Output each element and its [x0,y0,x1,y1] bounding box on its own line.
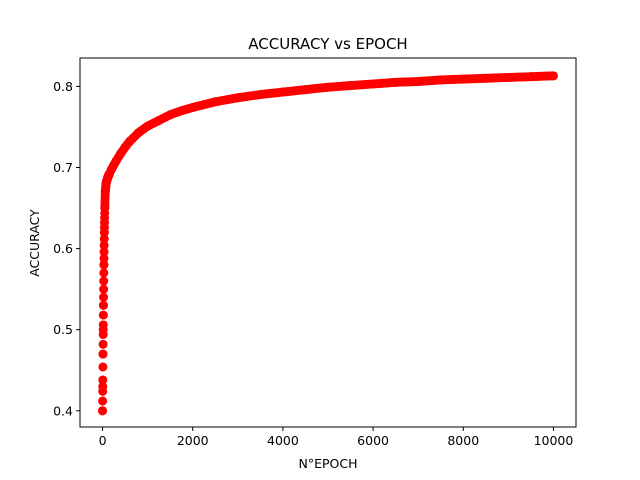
data-point [436,75,446,85]
data-point [154,115,164,125]
x-axis-label: N°EPOCH [298,456,357,471]
data-point [98,349,108,359]
data-point [100,187,110,197]
data-point [233,93,243,103]
y-tick-label: 0.8 [53,79,73,94]
y-axis-ticks: 0.4 0.5 0.6 0.7 0.8 [53,79,80,418]
data-point [368,79,378,89]
x-tick-label: 4000 [267,433,299,448]
data-point [458,74,468,84]
data-point [346,81,356,91]
x-tick-label: 2000 [177,433,209,448]
data-point [143,121,153,131]
data-point [278,87,288,97]
data-point [134,128,144,138]
y-axis-label: ACCURACY [27,209,42,277]
scatter-point [99,234,109,244]
data-point [323,82,333,92]
data-point [210,97,220,107]
data-point [99,227,109,237]
data-point [111,156,121,166]
data-point [99,260,109,270]
data-point [116,149,126,159]
data-point [98,406,108,416]
data-point [255,89,265,99]
y-tick-label: 0.4 [53,403,73,418]
data-point [503,72,513,82]
data-point [413,77,423,87]
scatter-point [99,253,109,263]
plot-layer: 0 2000 4000 6000 8000 10000 0.4 0.5 0.6 0.7 0.8 [53,57,577,448]
x-tick-label: 8000 [447,433,479,448]
data-point [98,325,108,335]
data-point [98,381,108,391]
scatter-point [99,268,109,278]
y-tick-label: 0.6 [53,241,73,256]
scatter-point [98,310,108,320]
scatter-point [98,375,108,385]
plot-frame [79,57,577,428]
data-point [548,71,558,81]
scatter-point [99,292,109,302]
scatter-points [98,71,558,416]
chart-title: ACCURACY vs EPOCH [248,35,407,53]
data-point [300,85,310,95]
x-tick-label: 10000 [534,433,574,448]
data-point [98,300,108,310]
scatter-point [99,276,109,286]
scatter-point [99,284,109,294]
y-tick-label: 0.5 [53,322,73,337]
data-point [100,203,110,213]
y-tick-label: 0.7 [53,160,73,175]
scatter-point [98,339,108,349]
scatter-point [98,396,108,406]
data-point [165,110,175,120]
scatter-point [98,362,108,372]
x-axis-ticks: 0 2000 4000 6000 8000 10000 [99,427,574,448]
x-tick-label: 0 [99,433,107,448]
scatter-point [99,247,109,257]
data-point [125,137,135,147]
x-tick-label: 6000 [357,433,389,448]
data-point [188,102,198,112]
scatter-point [99,240,109,250]
data-point [481,73,491,83]
data-point [176,106,186,116]
data-point [391,77,401,87]
data-point [526,72,536,82]
